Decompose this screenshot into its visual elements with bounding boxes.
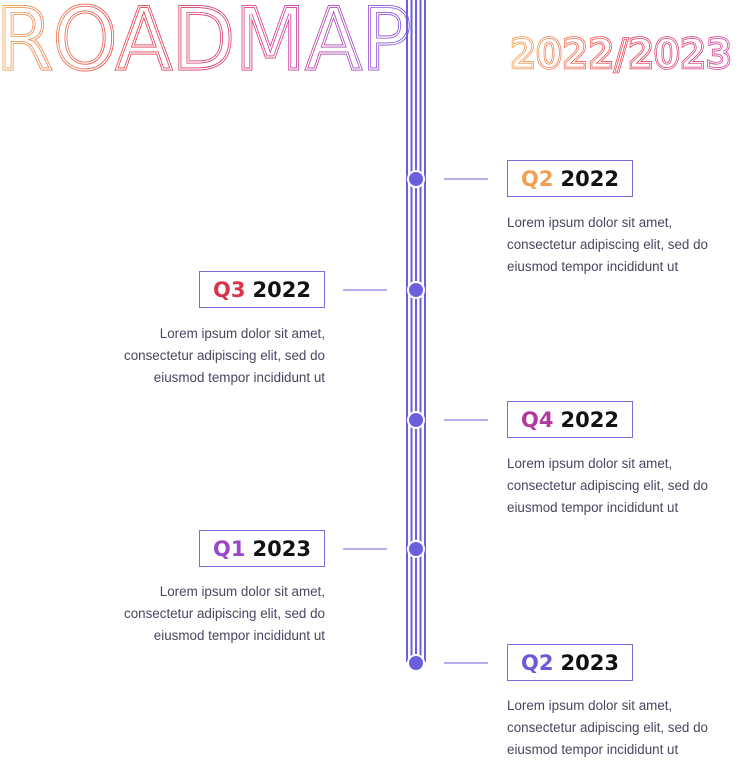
milestone-year: 2023	[560, 650, 619, 675]
milestone-quarter: Q2	[521, 166, 554, 191]
timeline-dots	[407, 170, 425, 672]
milestone-year: 2022	[560, 166, 619, 191]
timeline-dot	[407, 411, 425, 429]
roadmap-header: ROADMAP ROADMAP 2022/2023 2022/2023	[0, 0, 733, 90]
milestone-card-q4-2022: Q4 2022	[507, 401, 633, 438]
milestone-year: 2022	[560, 407, 619, 432]
milestone-year: 2022	[252, 277, 311, 302]
milestone-description: Lorem ipsum dolor sit amet, consectetur …	[507, 698, 708, 757]
timeline-dot	[407, 654, 425, 672]
milestone-card-q1-2023: Q1 2023	[199, 530, 325, 567]
milestone-description: Lorem ipsum dolor sit amet, consectetur …	[124, 326, 325, 385]
milestone-quarter: Q4	[521, 407, 554, 432]
page-title-inner-stroke: ROADMAP	[0, 0, 411, 90]
milestone-card-q3-2022: Q3 2022	[199, 271, 325, 308]
milestone-description: Lorem ipsum dolor sit amet, consectetur …	[124, 584, 325, 643]
milestone-card-q2-2022: Q2 2022	[507, 160, 633, 197]
milestone-quarter: Q1	[213, 536, 246, 561]
page-title: ROADMAP	[0, 0, 411, 90]
page-subtitle: 2022/2023	[510, 30, 732, 78]
timeline-dot	[407, 281, 425, 299]
timeline-line	[406, 0, 426, 662]
timeline-connectors	[343, 178, 488, 664]
milestone-card-q2-2023: Q2 2023	[507, 644, 633, 681]
milestone-description: Lorem ipsum dolor sit amet, consectetur …	[507, 456, 708, 515]
timeline-dot	[407, 540, 425, 558]
milestone-description: Lorem ipsum dolor sit amet, consectetur …	[507, 215, 708, 274]
page-subtitle-inner-stroke: 2022/2023	[510, 30, 732, 78]
milestone-year: 2023	[252, 536, 311, 561]
milestone-quarter: Q3	[213, 277, 246, 302]
milestone-quarter: Q2	[521, 650, 554, 675]
timeline-dot	[407, 170, 425, 188]
